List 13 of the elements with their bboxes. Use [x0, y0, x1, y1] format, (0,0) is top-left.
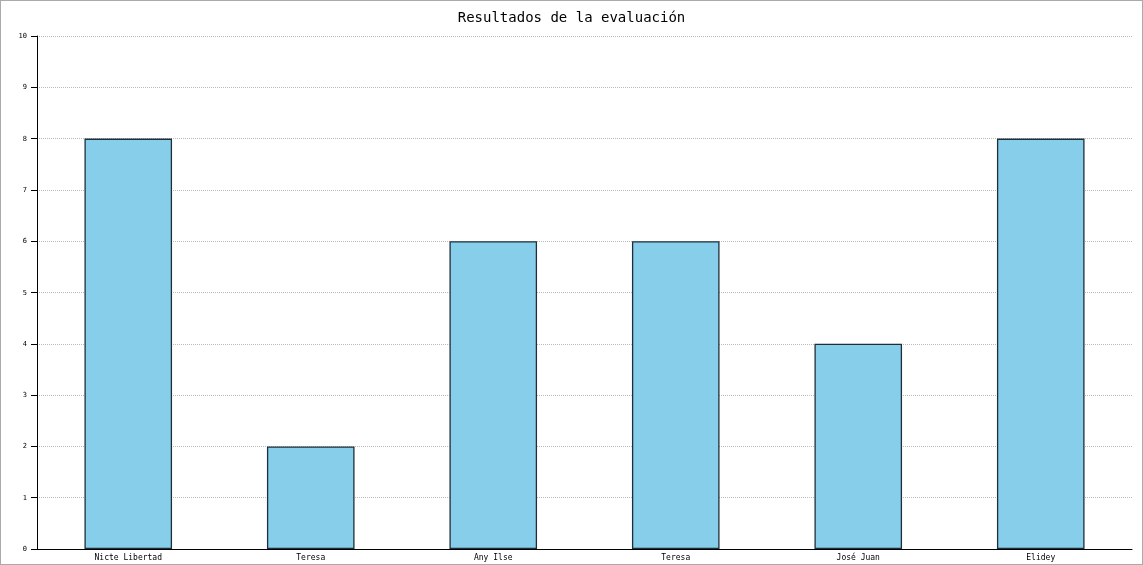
x-tick-label: Nicte Libertad — [94, 552, 163, 562]
x-tick-label: Teresa — [296, 552, 326, 562]
bar — [631, 241, 720, 549]
chart-title: Resultados de la evaluación — [457, 9, 686, 25]
x-tick-label: José Juan — [836, 551, 881, 562]
bar — [814, 343, 903, 549]
bar — [84, 138, 173, 549]
x-tick-label: Elidey — [1026, 552, 1056, 562]
bar — [266, 446, 355, 549]
bar — [449, 241, 538, 549]
x-tick-label: Any Ilse — [473, 552, 513, 562]
x-tick-label: Teresa — [661, 552, 691, 562]
bar — [996, 138, 1085, 549]
